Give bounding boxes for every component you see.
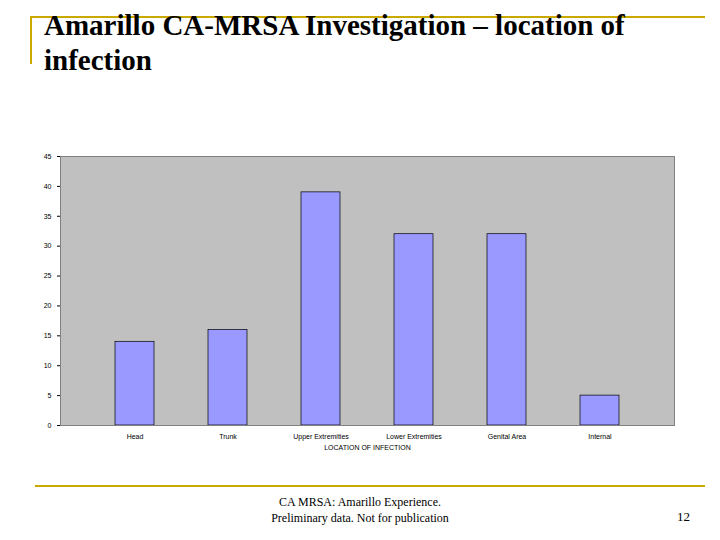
svg-text:Trunk: Trunk — [219, 433, 237, 440]
svg-text:40: 40 — [44, 183, 52, 190]
svg-text:20: 20 — [44, 302, 52, 309]
svg-text:35: 35 — [44, 213, 52, 220]
svg-text:45: 45 — [44, 153, 52, 160]
svg-text:5: 5 — [48, 392, 52, 399]
svg-text:25: 25 — [44, 272, 52, 279]
html-text:CA MRSA: Amarillo Experience.: CA MRSA: Amarillo Experience. — [279, 495, 441, 509]
svg-text:30: 30 — [44, 242, 52, 249]
svg-text:10: 10 — [44, 362, 52, 369]
svg-text:15: 15 — [44, 332, 52, 339]
svg-text:Upper Extremities: Upper Extremities — [293, 433, 349, 441]
html-text:12: 12 — [677, 509, 690, 524]
svg-text:0: 0 — [48, 422, 52, 429]
svg-text:Internal: Internal — [588, 433, 612, 440]
svg-text:LOCATION OF INFECTION: LOCATION OF INFECTION — [324, 444, 411, 451]
html-text:Preliminary data. Not for publ: Preliminary data. Not for publication — [271, 511, 449, 525]
svg-text:Head: Head — [127, 433, 144, 440]
svg-text:Lower Extremities: Lower Extremities — [386, 433, 442, 440]
svg-text:Genital Area: Genital Area — [488, 433, 527, 440]
html-text:Amarillo CA-MRSA Investigation: Amarillo CA-MRSA Investigation – locatio… — [44, 9, 625, 76]
